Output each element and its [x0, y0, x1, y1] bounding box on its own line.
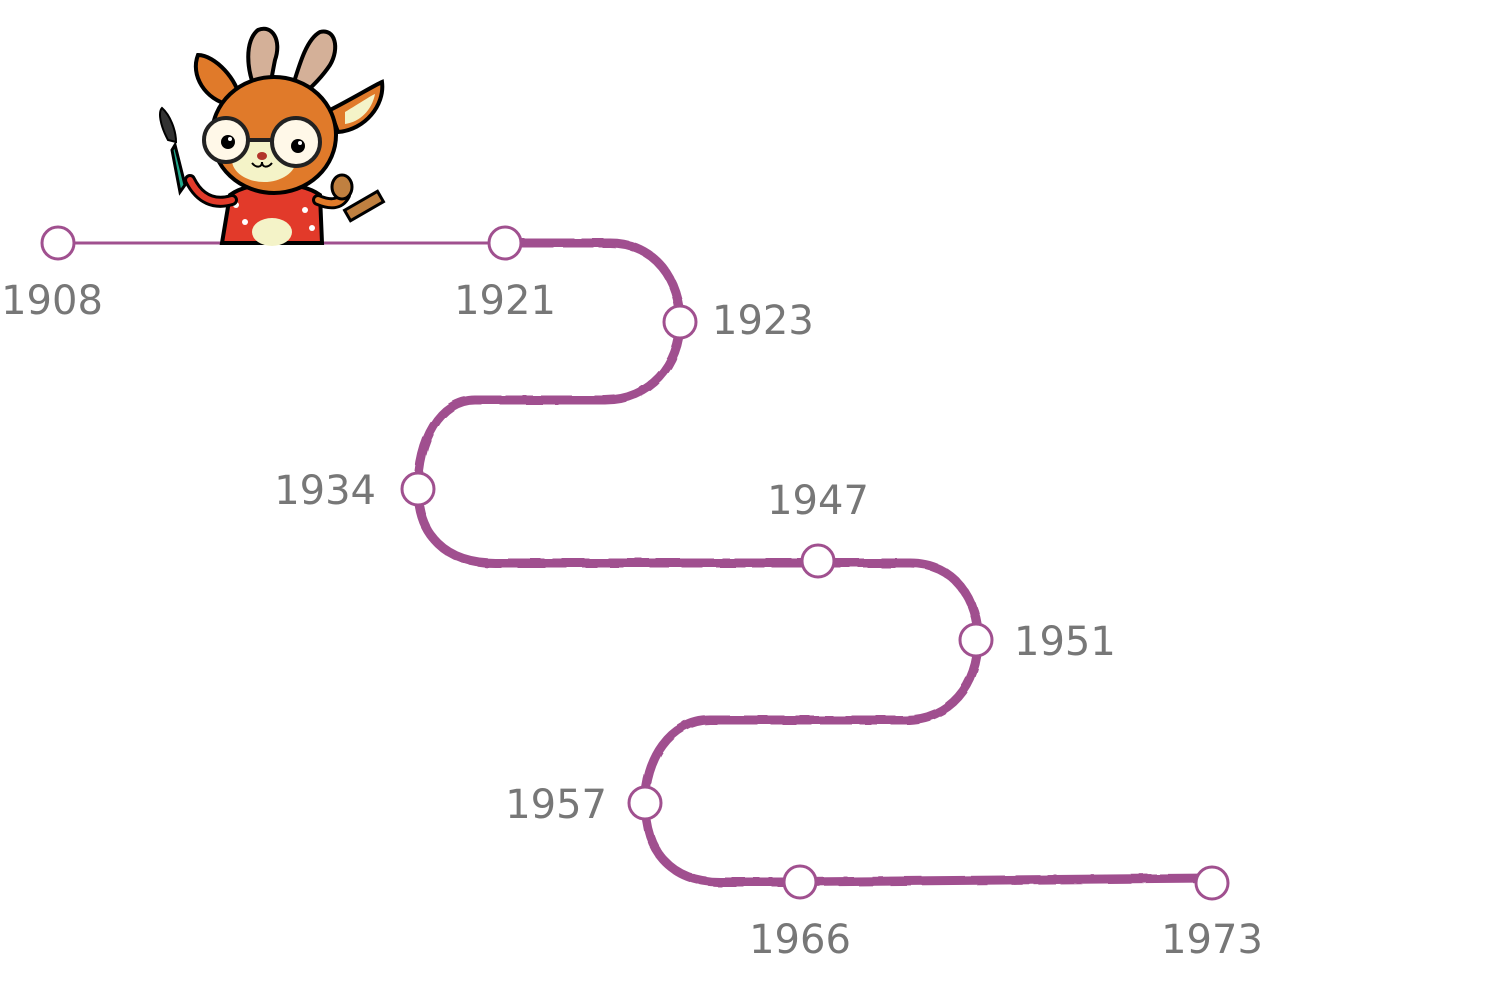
- milestone-node-1966: [782, 864, 818, 900]
- milestone-node-1951: [958, 622, 994, 658]
- milestone-year-label: 1908: [1, 278, 103, 324]
- deer-mascot-illustration: [159, 26, 386, 246]
- stamp-icon: [330, 173, 386, 223]
- milestone-year-label: 1951: [1014, 619, 1116, 665]
- milestone-year-label: 1973: [1161, 917, 1263, 963]
- milestone-node-1908: [40, 225, 76, 261]
- milestone-node-1947: [800, 543, 836, 579]
- milestone-node-1921: [487, 225, 523, 261]
- milestone-nodes: [40, 225, 1230, 901]
- milestone-year-label: 1966: [749, 917, 851, 963]
- milestone-node-1973: [1194, 865, 1230, 901]
- milestone-node-1934: [400, 471, 436, 507]
- milestone-node-1923: [662, 304, 698, 340]
- milestone-year-label: 1934: [274, 468, 376, 514]
- milestone-node-1957: [627, 785, 663, 821]
- milestone-year-label: 1947: [767, 478, 869, 524]
- milestone-labels: 1908 1921 1923 1934 1947 1951 1957 1966 1973: [1, 278, 1263, 963]
- milestone-year-label: 1957: [505, 782, 607, 828]
- milestone-year-label: 1921: [454, 278, 556, 324]
- timeline-track: [413, 238, 1217, 887]
- paintbrush-icon: [170, 141, 187, 196]
- milestone-year-label: 1923: [712, 298, 814, 344]
